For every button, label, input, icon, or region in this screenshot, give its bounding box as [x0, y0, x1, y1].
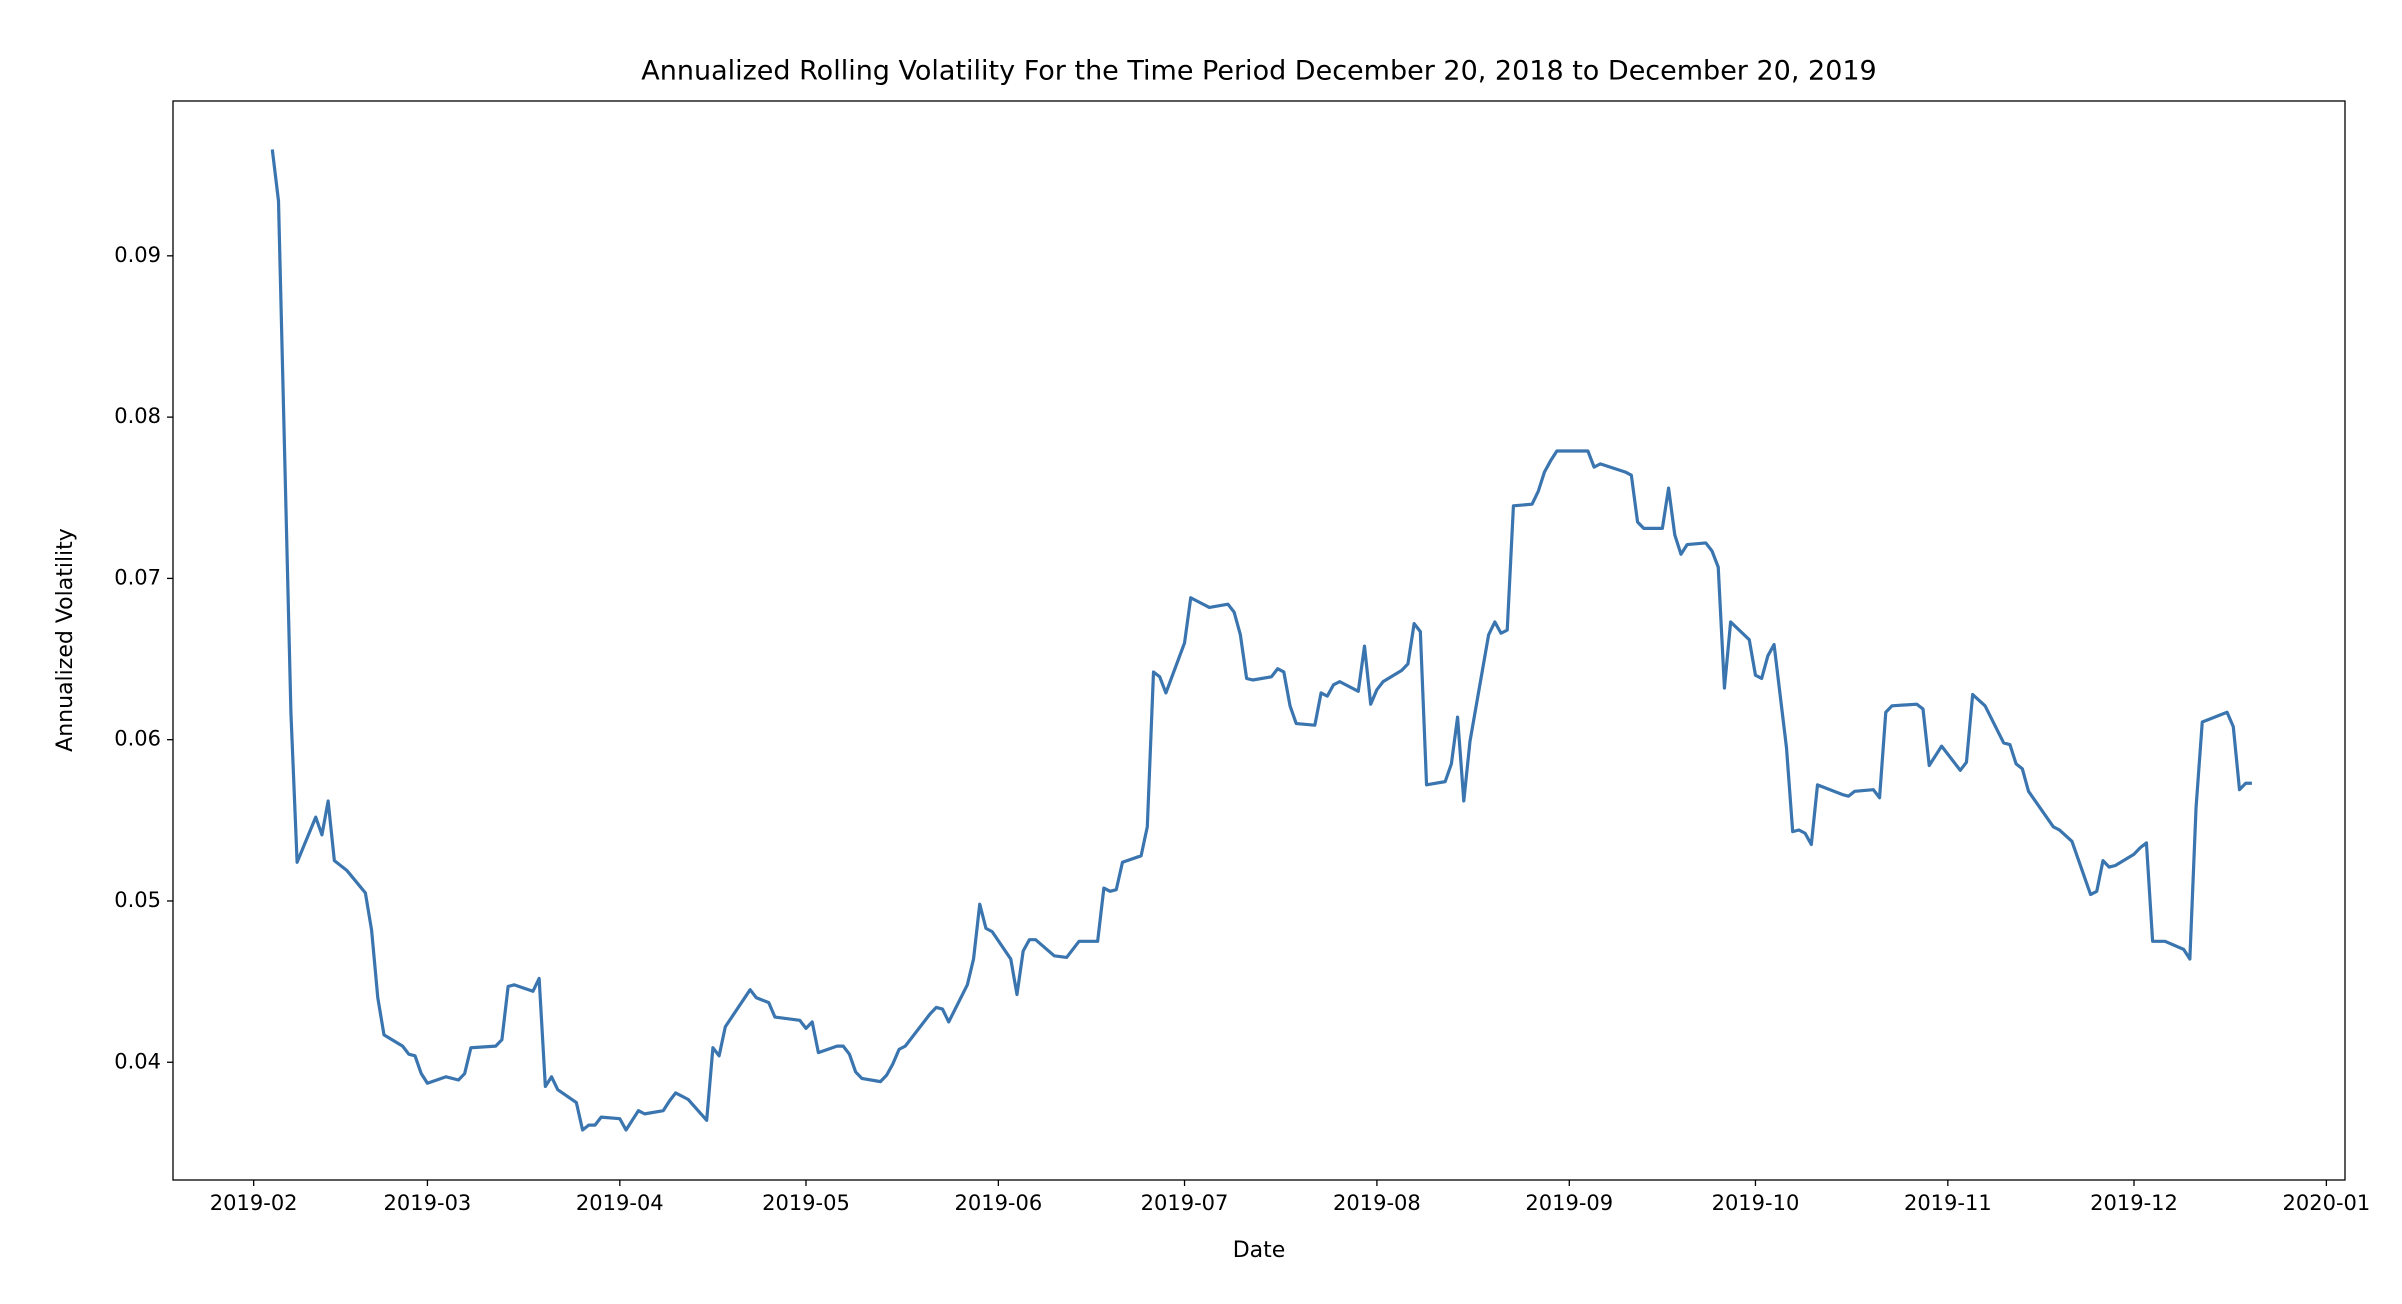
x-tick-label: 2019-06 [954, 1191, 1042, 1215]
chart-title: Annualized Rolling Volatility For the Ti… [641, 56, 1876, 87]
x-tick-label: 2019-03 [384, 1191, 472, 1215]
y-tick-label: 0.06 [114, 727, 161, 751]
x-axis-label: Date [1233, 1238, 1286, 1263]
x-tick-label: 2019-02 [210, 1191, 298, 1215]
plot-frame [172, 100, 2346, 1181]
y-tick-label: 0.04 [114, 1049, 161, 1073]
volatility-line [270, 149, 2252, 1132]
x-tick-label: 2019-12 [2090, 1191, 2178, 1215]
x-tick-label: 2019-05 [762, 1191, 850, 1215]
x-tick-label: 2019-08 [1333, 1191, 1421, 1215]
y-tick-label: 0.09 [114, 243, 161, 267]
y-tick-label: 0.08 [114, 404, 161, 428]
y-tick-label: 0.05 [114, 888, 161, 912]
x-tick-label: 2019-10 [1712, 1191, 1800, 1215]
x-tick-label: 2019-09 [1525, 1191, 1613, 1215]
x-tick-label: 2020-01 [2283, 1191, 2371, 1215]
x-tick-label: 2019-11 [1904, 1191, 1992, 1215]
y-axis-label: Annualized Volatility [53, 528, 78, 752]
x-tick-label: 2019-04 [576, 1191, 664, 1215]
x-tick-label: 2019-07 [1141, 1191, 1229, 1215]
y-tick-label: 0.07 [114, 565, 161, 589]
